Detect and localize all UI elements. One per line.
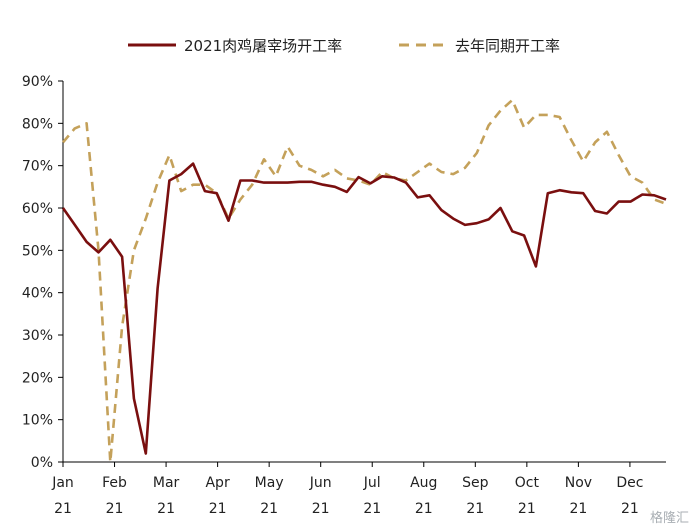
legend: 2021肉鸡屠宰场开工率 去年同期开工率 <box>128 37 560 55</box>
y-tick-label: 40% <box>22 286 53 302</box>
y-tick-label: 0% <box>31 455 53 471</box>
x-tick-label-month: Oct <box>515 475 540 491</box>
y-axis-ticks: 0% 10% 20% 30% 40% 50% 60% 70% 80% 90% <box>22 74 63 471</box>
y-tick-label: 60% <box>22 201 53 217</box>
watermark: 格隆汇 <box>649 511 689 526</box>
series-line-2021 <box>61 162 667 455</box>
x-tick-label-month: Feb <box>102 475 127 491</box>
x-tick-label-year: 21 <box>518 501 536 517</box>
x-tick-label-month: Jul <box>363 475 381 491</box>
x-tick-label-month: Nov <box>565 475 592 491</box>
x-axis-ticks: Jan 21 Feb 21 Mar 21 Apr 21 May 21 Jun 21 Jul 21 Aug 21… <box>51 462 643 517</box>
legend-label-last-year: 去年同期开工率 <box>455 37 560 55</box>
x-tick-label-month: Aug <box>410 475 437 491</box>
x-tick-label-year: 21 <box>260 501 278 517</box>
y-tick-label: 70% <box>22 159 53 175</box>
series-line-last-year <box>62 98 667 464</box>
y-tick-label: 10% <box>22 413 53 429</box>
x-tick-label-year: 21 <box>209 501 227 517</box>
x-tick-label-month: Sep <box>462 475 489 491</box>
x-tick-label-year: 21 <box>621 501 639 517</box>
y-tick-label: 30% <box>22 328 53 344</box>
x-tick-label-year: 21 <box>415 501 433 517</box>
x-tick-label-year: 21 <box>54 501 72 517</box>
y-tick-label: 20% <box>22 370 53 386</box>
x-tick-label-year: 21 <box>569 501 587 517</box>
x-tick-label-month: Apr <box>205 475 229 491</box>
x-tick-label-year: 21 <box>157 501 175 517</box>
x-tick-label-month: Jun <box>309 475 332 491</box>
x-tick-label-year: 21 <box>312 501 330 517</box>
x-tick-label-month: Dec <box>616 475 643 491</box>
y-tick-label: 90% <box>22 74 53 90</box>
x-tick-label-year: 21 <box>106 501 124 517</box>
x-tick-label-year: 21 <box>363 501 381 517</box>
x-tick-label-year: 21 <box>466 501 484 517</box>
axes <box>62 81 666 463</box>
y-tick-label: 50% <box>22 243 53 259</box>
y-tick-label: 80% <box>22 116 53 132</box>
legend-label-2021: 2021肉鸡屠宰场开工率 <box>184 37 342 55</box>
x-tick-label-month: May <box>255 475 284 491</box>
x-tick-label-month: Jan <box>51 475 74 491</box>
series-lines <box>61 98 667 464</box>
x-tick-label-month: Mar <box>153 475 180 491</box>
